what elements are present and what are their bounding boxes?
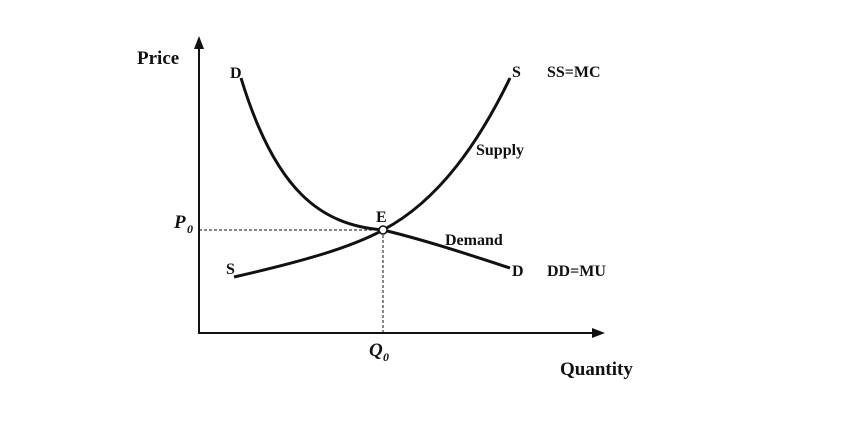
svg-text:0: 0 xyxy=(187,222,193,236)
demand-end-label: D xyxy=(512,263,524,280)
quantity-q0-label: Q 0 xyxy=(369,340,389,364)
svg-text:Q: Q xyxy=(369,340,383,361)
supply-start-label: S xyxy=(226,261,235,278)
price-p0-label: P 0 xyxy=(173,212,193,236)
svg-text:P: P xyxy=(173,212,186,233)
y-axis-arrowhead xyxy=(194,36,204,49)
equilibrium-label: E xyxy=(376,209,387,226)
equilibrium-point xyxy=(379,226,387,234)
demand-equation-label: DD=MU xyxy=(547,263,606,280)
supply-name-label: Supply xyxy=(476,142,524,159)
supply-end-label: S xyxy=(512,64,521,81)
demand-name-label: Demand xyxy=(445,232,503,249)
svg-text:0: 0 xyxy=(383,350,389,364)
supply-equation-label: SS=MC xyxy=(547,64,601,81)
y-axis-label: Price xyxy=(137,48,179,69)
demand-start-label: D xyxy=(230,65,242,82)
x-axis-label: Quantity xyxy=(560,359,633,380)
x-axis-arrowhead xyxy=(592,328,605,338)
